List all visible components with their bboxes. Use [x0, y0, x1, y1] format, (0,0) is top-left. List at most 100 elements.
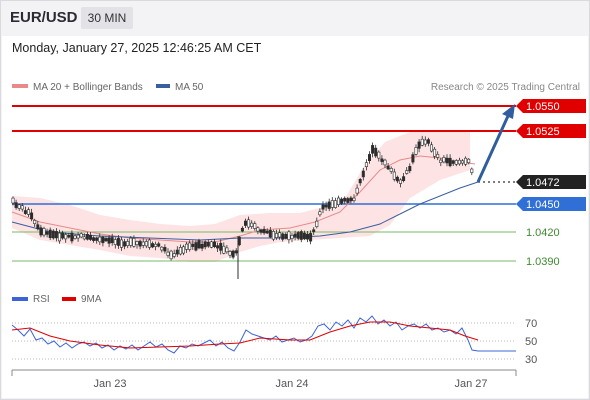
- candle-body: [191, 243, 195, 247]
- candle-body: [383, 159, 387, 166]
- candle-body: [265, 230, 269, 234]
- candle-body: [464, 157, 468, 165]
- candle-body: [200, 243, 204, 249]
- candle-body: [82, 236, 86, 240]
- rsi-legend-label: RSI: [33, 294, 50, 305]
- candle-body: [374, 147, 378, 157]
- candle-body: [324, 204, 328, 208]
- candle-body: [302, 232, 306, 240]
- candle-body: [89, 235, 93, 240]
- candle-body: [268, 230, 272, 238]
- candle-body: [330, 200, 334, 208]
- candle-body: [79, 233, 83, 238]
- candle-body: [175, 249, 179, 255]
- candle-body: [64, 234, 68, 240]
- svg-text:1.0550: 1.0550: [526, 101, 560, 113]
- candle-body: [85, 234, 89, 240]
- timeframe-badge[interactable]: 30 MIN: [81, 7, 133, 29]
- candle-body: [120, 239, 124, 248]
- candle-body: [296, 232, 300, 239]
- candle-body: [380, 158, 384, 162]
- candle-body: [213, 241, 217, 248]
- ma20-legend-label: MA 20 + Bollinger Bands: [33, 82, 143, 93]
- candle-body: [333, 200, 337, 208]
- candle-body: [454, 160, 458, 165]
- candle-body: [107, 237, 111, 244]
- candle-body: [26, 209, 30, 215]
- candle-body: [448, 157, 452, 167]
- candle-body: [405, 170, 409, 174]
- rsi-tick-30: 30: [525, 354, 537, 366]
- svg-text:1.0525: 1.0525: [526, 126, 560, 138]
- candle-body: [166, 251, 170, 256]
- candle-body: [312, 229, 316, 233]
- candle-body: [234, 250, 238, 254]
- candle-body: [445, 157, 449, 164]
- candle-body: [30, 212, 34, 220]
- svg-text:1.0450: 1.0450: [526, 199, 560, 211]
- candle-body: [160, 246, 164, 251]
- candle-body: [209, 241, 213, 248]
- candle-body: [395, 176, 399, 182]
- candle-body: [321, 204, 325, 210]
- candle-body: [392, 171, 396, 180]
- candle-body: [14, 202, 18, 208]
- candle-body: [414, 147, 418, 155]
- candle-body: [377, 151, 381, 159]
- candle-body: [256, 227, 260, 232]
- candle-body: [67, 234, 71, 238]
- candle-body: [36, 224, 40, 230]
- candle-body: [54, 231, 58, 239]
- candle-body: [206, 242, 210, 247]
- candle-body: [340, 198, 344, 204]
- candle-body: [358, 179, 362, 184]
- candle-body: [460, 160, 464, 164]
- candle-body: [346, 198, 350, 203]
- candle-body: [73, 235, 77, 239]
- price-tag-current: 1.0472: [516, 175, 586, 189]
- ma50-legend-label: MA 50: [175, 82, 204, 93]
- candle-body: [48, 229, 52, 238]
- candle-body: [355, 187, 359, 194]
- candle-body: [116, 237, 120, 246]
- rsi-ma-legend-swatch: [62, 297, 76, 301]
- candle-body: [467, 158, 471, 163]
- candle-body: [110, 237, 114, 243]
- candle-body: [182, 246, 186, 254]
- forecast-arrow-head: [502, 104, 515, 119]
- candle-body: [138, 240, 142, 247]
- candle-body: [436, 154, 440, 158]
- support-label-1.0390: 1.0390: [526, 256, 560, 268]
- candle-body: [426, 139, 430, 144]
- candle-body: [163, 247, 167, 252]
- candle-body: [281, 233, 285, 240]
- candle-body: [417, 141, 421, 149]
- copyright-text: Research © 2025 Trading Central: [431, 82, 580, 93]
- candle-body: [104, 238, 108, 242]
- candle-body: [240, 227, 244, 232]
- x-tick-jan-23: Jan 23: [93, 378, 126, 390]
- price-tag-1.0450: 1.0450: [516, 197, 586, 211]
- rsi-legend-swatch: [12, 297, 28, 301]
- candle-body: [402, 176, 406, 182]
- rsi-line: [11, 315, 516, 354]
- x-tick-jan-24: Jan 24: [275, 378, 308, 390]
- candle-body: [123, 241, 127, 247]
- candle-body: [144, 241, 148, 247]
- candle-body: [141, 241, 145, 246]
- candle-body: [411, 154, 415, 163]
- candle-body: [318, 211, 322, 216]
- candle-body: [185, 243, 189, 250]
- candle-body: [250, 222, 254, 227]
- rsi-ma-line: [11, 321, 479, 349]
- candle-body: [132, 238, 136, 247]
- ma50-legend-swatch: [156, 84, 170, 88]
- candle-body: [197, 240, 201, 249]
- candle-body: [57, 232, 61, 242]
- price-tag-1.0525: 1.0525: [516, 124, 586, 138]
- candle-body: [216, 245, 220, 249]
- candle-body: [398, 179, 402, 184]
- candle-body: [305, 233, 309, 240]
- candle-body: [129, 237, 133, 246]
